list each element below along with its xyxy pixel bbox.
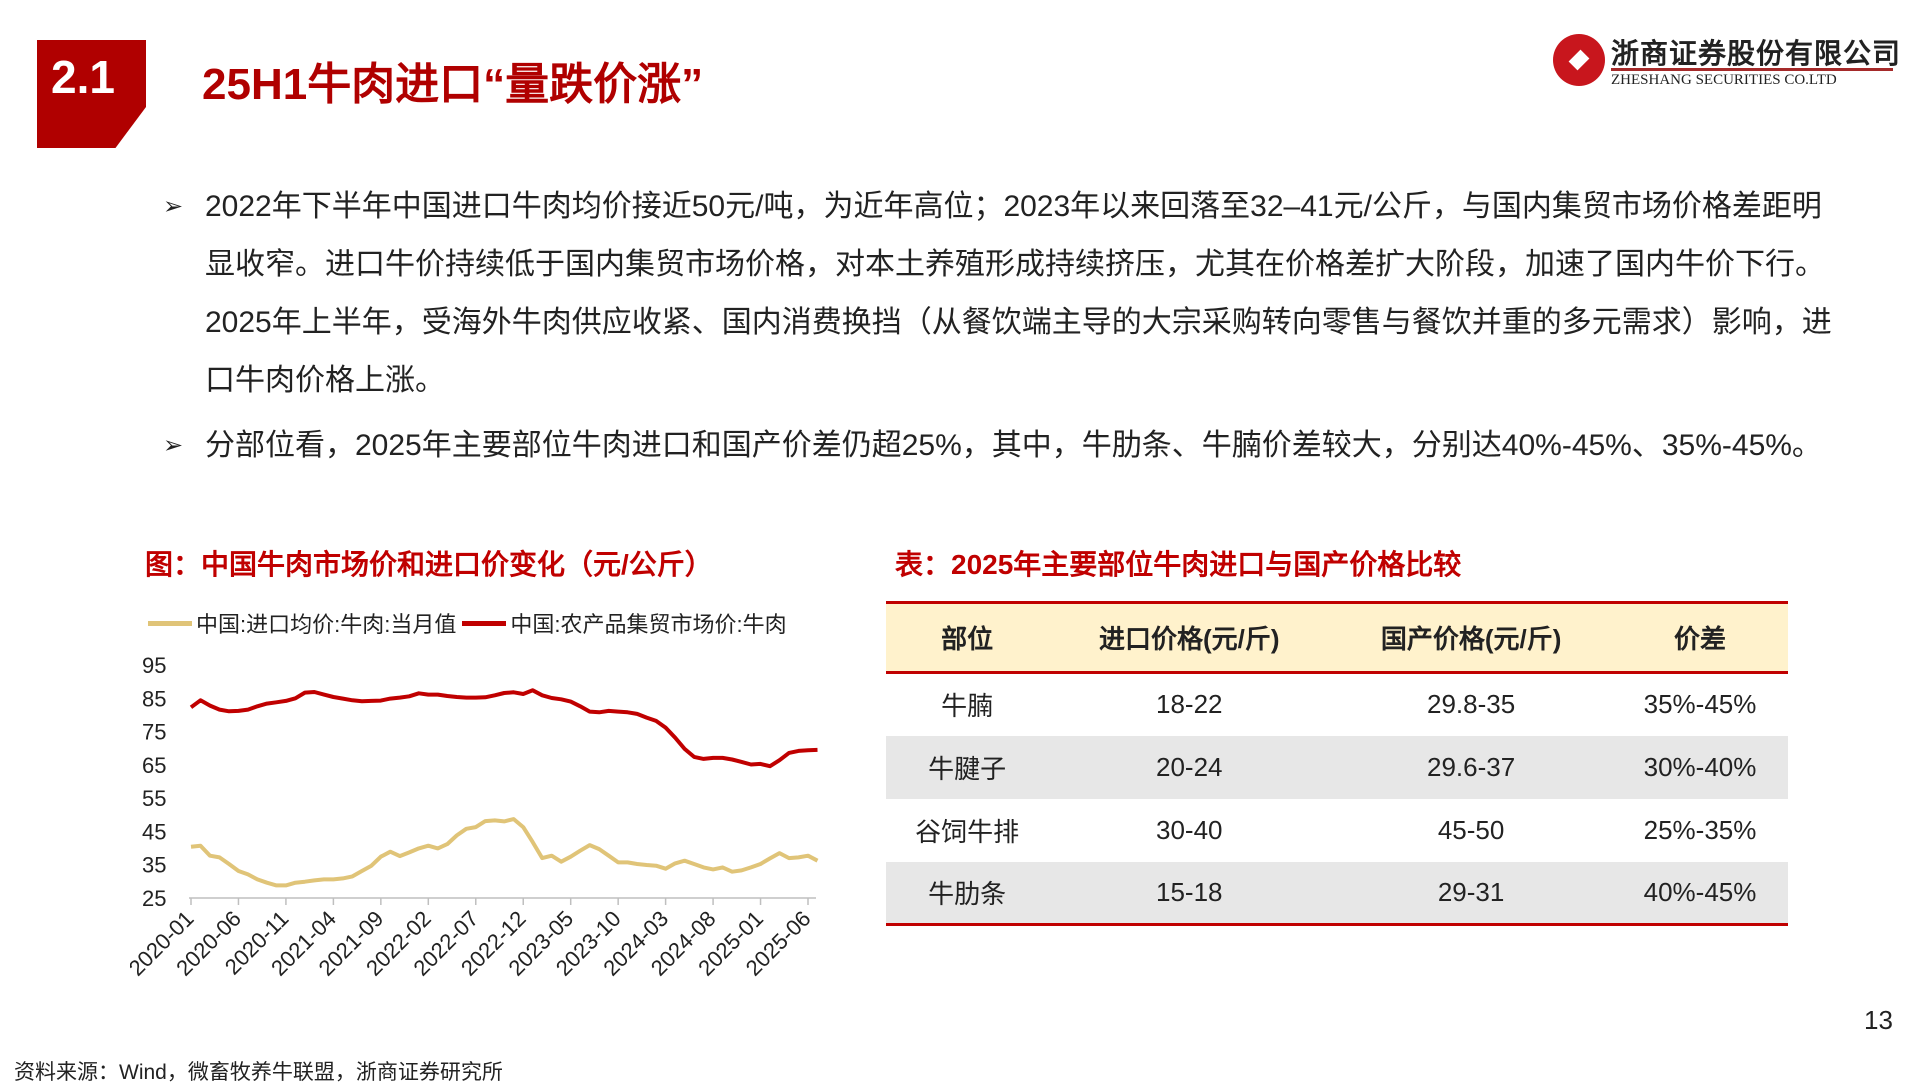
y-tick-label: 25 bbox=[142, 886, 166, 911]
section-number: 2.1 bbox=[51, 51, 115, 103]
cell: 40%-45% bbox=[1612, 861, 1788, 926]
bullet-text: 2022年下半年中国进口牛肉均价接近50元/吨，为近年高位；2023年以来回落至… bbox=[205, 190, 1832, 397]
cell: 牛腩 bbox=[941, 691, 994, 722]
cell: 18-22 bbox=[1156, 689, 1223, 720]
col-header: 国产价格(元/斤) bbox=[1330, 601, 1613, 674]
chart-legend: 中国:进口均价:牛肉:当月值 中国:农产品集贸市场价:牛肉 bbox=[148, 607, 787, 639]
y-tick-label: 35 bbox=[142, 853, 166, 878]
cell: 30-40 bbox=[1156, 814, 1223, 845]
cell: 29.6-37 bbox=[1330, 735, 1613, 799]
company-logo: 浙商证券股份有限公司 ZHESHANG SECURITIES CO.LTD bbox=[1553, 32, 1900, 92]
source-note: 资料来源：Wind，微畜牧养牛联盟，浙商证券研究所 bbox=[14, 1061, 503, 1084]
y-tick-label: 95 bbox=[142, 653, 166, 678]
col-header: 进口价格(元/斤) bbox=[1048, 601, 1331, 674]
table-row: 牛腱子 20-24 29.6-37 30%-40% bbox=[886, 735, 1788, 799]
cell: 15-18 bbox=[1048, 861, 1331, 926]
cell: 35%-45% bbox=[1643, 689, 1757, 720]
cell: 牛肋条 bbox=[886, 861, 1049, 926]
logo-divider bbox=[1611, 68, 1893, 71]
series-line-import bbox=[190, 817, 819, 888]
page-title: 25H1牛肉进口“量跌价涨” bbox=[202, 60, 704, 109]
y-tick-label: 65 bbox=[142, 753, 166, 778]
page-number: 13 bbox=[1864, 1005, 1893, 1035]
logo-icon bbox=[1553, 34, 1605, 86]
table-row: 谷饲牛排 30-40 45-50 25%-35% bbox=[886, 799, 1788, 862]
table-header-row: 部位 进口价格(元/斤) 国产价格(元/斤) 价差 bbox=[886, 601, 1788, 674]
cell: 20-24 bbox=[1048, 735, 1331, 799]
cell: 29.8-35 bbox=[1427, 689, 1516, 720]
legend-label-market: 中国:农产品集贸市场价:牛肉 bbox=[510, 612, 787, 637]
line-chart: 95857565554535252020-012020-062020-11202… bbox=[130, 653, 819, 981]
y-tick-label: 85 bbox=[142, 686, 166, 711]
price-comparison-table: 部位 进口价格(元/斤) 国产价格(元/斤) 价差 牛腩 18-22 29.8-35… bbox=[886, 601, 1788, 926]
legend-swatch-import bbox=[148, 620, 192, 626]
y-tick-label: 75 bbox=[142, 720, 166, 745]
cell: 谷饲牛排 bbox=[915, 816, 1020, 847]
y-tick-label: 45 bbox=[142, 819, 166, 844]
table-row: 牛肋条 15-18 29-31 40%-45% bbox=[886, 861, 1788, 926]
arrow-bullet-icon: ➢ bbox=[163, 432, 184, 459]
col-header: 部位 bbox=[886, 601, 1049, 674]
table-caption: 表：2025年主要部位牛肉进口与国产价格比较 bbox=[895, 549, 1462, 580]
logo-en: ZHESHANG SECURITIES CO.LTD bbox=[1611, 72, 1837, 88]
bullet-1: ➢ 2022年下半年中国进口牛肉均价接近50元/吨，为近年高位；2023年以来回落… bbox=[163, 178, 1833, 410]
cell: 牛腱子 bbox=[886, 735, 1049, 799]
legend-swatch-market bbox=[462, 620, 507, 626]
cell: 45-50 bbox=[1437, 814, 1505, 845]
chart-caption: 图：中国牛肉市场价和进口价变化（元/公斤） bbox=[145, 549, 713, 580]
series-line-market bbox=[189, 688, 818, 769]
bullet-2: ➢ 分部位看，2025年主要部位牛肉进口和国产价差仍超25%，其中，牛肋条、牛腩价… bbox=[163, 417, 1833, 475]
cell: 30%-40% bbox=[1612, 735, 1788, 799]
bullet-text: 分部位看，2025年主要部位牛肉进口和国产价差仍超25%，其中，牛肋条、牛腩价差… bbox=[205, 429, 1822, 462]
col-header: 价差 bbox=[1612, 601, 1788, 674]
legend-label-import: 中国:进口均价:牛肉:当月值 bbox=[196, 612, 457, 637]
section-badge: 2.1 bbox=[37, 40, 146, 148]
cell: 25%-35% bbox=[1643, 814, 1757, 845]
table-row: 牛腩 18-22 29.8-35 35%-45% bbox=[886, 673, 1788, 736]
arrow-bullet-icon: ➢ bbox=[163, 193, 184, 220]
y-tick-label: 55 bbox=[142, 786, 166, 811]
logo-cn: 浙商证券股份有限公司 bbox=[1611, 38, 1902, 69]
cell: 29-31 bbox=[1330, 861, 1613, 926]
